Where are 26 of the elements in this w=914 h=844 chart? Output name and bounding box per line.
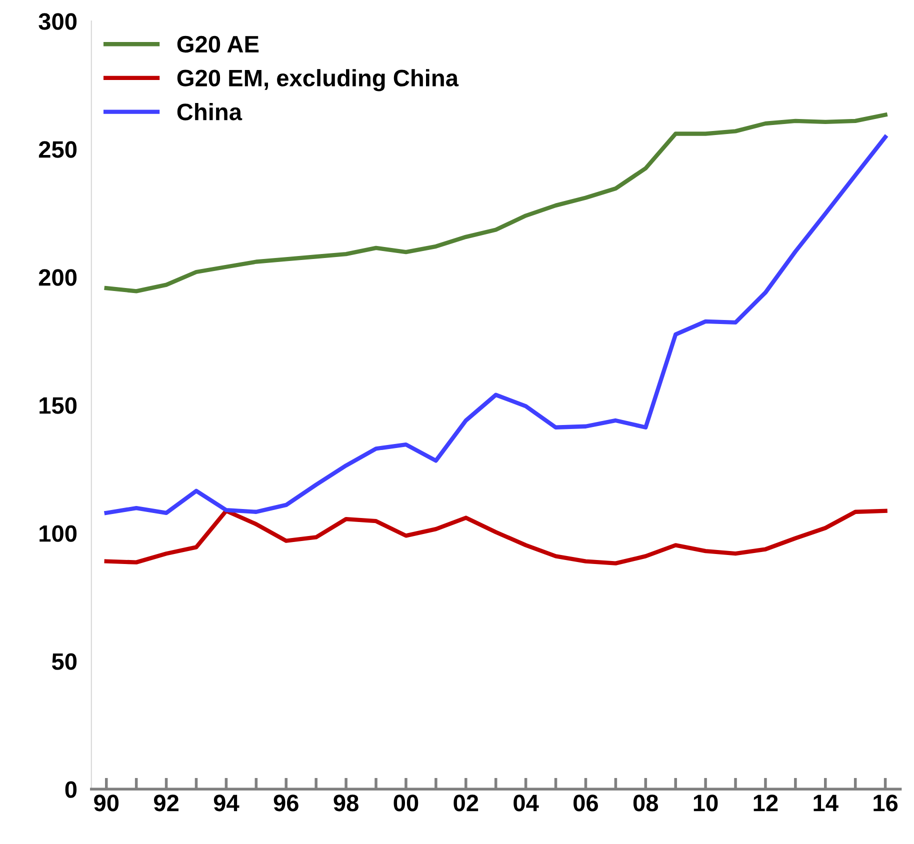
- y-tick-label: 200: [38, 269, 77, 286]
- x-tick-label: 96: [274, 794, 298, 812]
- y-tick-label: 250: [38, 141, 77, 158]
- x-tick-label: 92: [154, 794, 178, 812]
- y-tick-label: 0: [65, 781, 77, 798]
- y-tick-label: 300: [38, 13, 77, 30]
- x-tick-label: 10: [694, 794, 718, 812]
- line-series: [104, 134, 888, 515]
- x-tick-label: 08: [633, 794, 658, 812]
- x-tick-label: 04: [514, 794, 539, 812]
- legend-label: G20 AE: [177, 36, 259, 53]
- x-tick-label: 94: [214, 794, 240, 812]
- x-tick-label: 98: [334, 794, 358, 812]
- x-tick-label: 12: [754, 794, 778, 812]
- legend-label: China: [177, 103, 242, 120]
- x-tick-label: 06: [574, 794, 598, 812]
- y-tick-label: 100: [40, 525, 77, 542]
- x-tick-label: 00: [394, 794, 418, 812]
- x-tick-label: 02: [454, 794, 478, 812]
- y-tick-label: 150: [40, 397, 77, 414]
- legend-label: G20 EM, excluding China: [177, 69, 459, 92]
- y-tick-label: 50: [52, 653, 77, 670]
- x-tick-label: 14: [814, 794, 838, 812]
- line-series: [104, 508, 888, 566]
- x-tick-label: 90: [94, 794, 119, 812]
- x-tick-label: 16: [874, 794, 898, 812]
